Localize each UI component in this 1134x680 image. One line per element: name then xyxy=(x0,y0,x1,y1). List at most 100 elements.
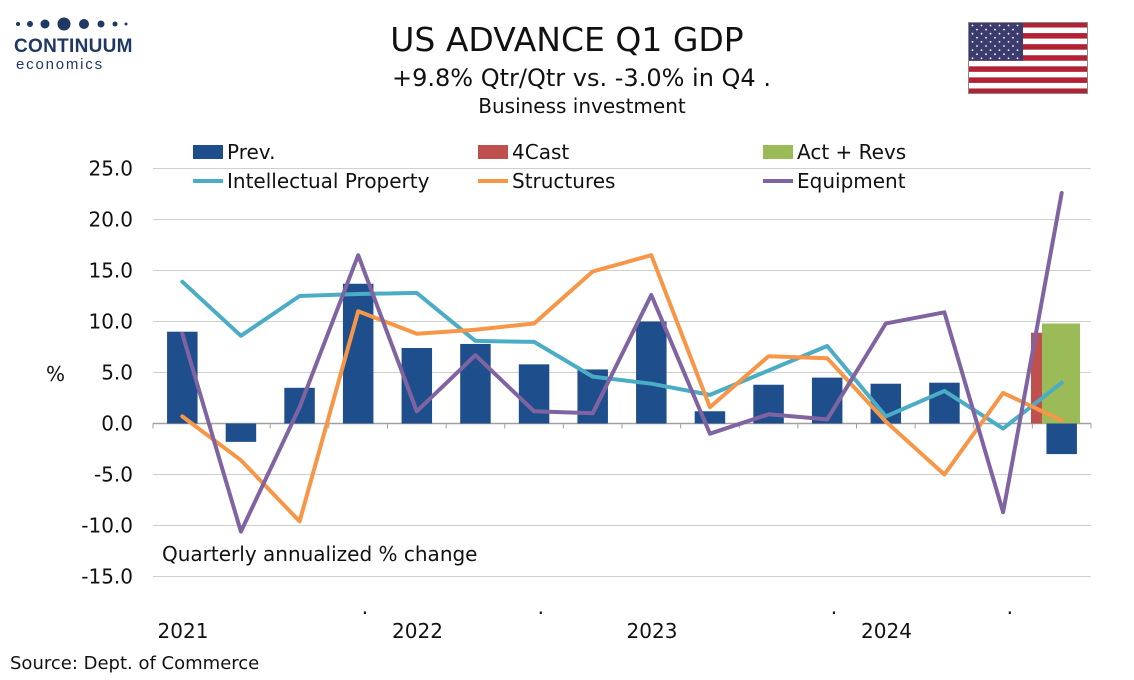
flag-star xyxy=(985,28,987,31)
flag-star xyxy=(971,32,974,35)
flag-star xyxy=(971,49,974,51)
legend-actual: Act + Revs xyxy=(763,140,906,164)
legend-actual-swatch xyxy=(763,145,793,159)
bar-prev xyxy=(225,423,257,442)
flag-stripe xyxy=(968,77,1088,84)
x-tick-label: 2022 xyxy=(392,619,443,643)
y-tick-label: 25.0 xyxy=(88,157,133,181)
bar-prev xyxy=(1046,423,1077,455)
flag-star xyxy=(989,49,992,51)
y-axis-label: % xyxy=(46,362,66,386)
series-line-equipment xyxy=(180,191,1064,534)
flag-star xyxy=(1016,57,1019,60)
chart-title: US ADVANCE Q1 GDP xyxy=(390,20,744,59)
flag-star xyxy=(1012,45,1014,47)
x-tick-dot: . xyxy=(831,595,837,619)
y-tick-label: -10.0 xyxy=(81,514,133,538)
x-tick-dot: . xyxy=(362,595,368,619)
brand-name: CONTINUUM xyxy=(14,36,133,57)
legend-prev-label: Prev. xyxy=(227,140,276,164)
flag-stripe xyxy=(968,22,1088,28)
series-line-structures xyxy=(180,253,1064,524)
flag-star xyxy=(971,41,974,43)
bar-prev xyxy=(636,321,667,424)
logo-dots-icon xyxy=(16,17,128,31)
flag-star xyxy=(989,24,992,27)
flag-star xyxy=(1003,45,1005,47)
flag-star xyxy=(976,45,978,47)
flag-stripe xyxy=(968,44,1088,50)
flag-stripe xyxy=(968,33,1088,39)
flag-stripe xyxy=(968,60,1088,67)
flag-star xyxy=(994,36,996,39)
legend-structures-label: Structures xyxy=(512,169,616,193)
flag-star xyxy=(1007,24,1010,27)
legend-forecast-swatch xyxy=(478,145,508,159)
legend-intellectual-property: Intellectual Property xyxy=(193,169,429,193)
y-tick-label: 5.0 xyxy=(101,361,133,385)
flag-star xyxy=(1012,36,1014,39)
flag-star xyxy=(998,32,1001,35)
source-text: Source: Dept. of Commerce xyxy=(10,653,260,674)
legend-forecast: 4Cast xyxy=(478,140,569,164)
y-tick-label: -5.0 xyxy=(94,463,133,487)
y-tick-label: 10.0 xyxy=(88,310,133,334)
y-tick-label: 0.0 xyxy=(101,412,133,436)
flag-star xyxy=(980,41,983,43)
flag-star xyxy=(1012,53,1014,56)
flag-star xyxy=(971,57,974,60)
legend-structures: Structures xyxy=(478,169,615,193)
flag-star xyxy=(1007,57,1010,60)
legend-equipment-swatch xyxy=(763,179,793,183)
bar-prev xyxy=(167,331,198,424)
y-tick-label: 20.0 xyxy=(88,208,133,232)
legend-prev-swatch xyxy=(193,145,223,159)
flag-star xyxy=(994,45,996,47)
flag-stripe xyxy=(968,55,1088,62)
x-tick-label: 2021 xyxy=(158,619,209,643)
flag-star xyxy=(976,36,978,39)
bar-actual xyxy=(1042,323,1080,424)
flag-star xyxy=(976,53,978,56)
flag-star xyxy=(1003,36,1005,39)
flag-star xyxy=(976,28,978,31)
y-tick-label: -15.0 xyxy=(81,565,133,589)
flag-star xyxy=(998,57,1001,60)
flag-star xyxy=(1016,24,1019,27)
x-tick-label: 2023 xyxy=(627,619,678,643)
flag-star xyxy=(971,24,974,27)
flag-star xyxy=(985,36,987,39)
bar-prev xyxy=(929,382,960,424)
flag-stripe xyxy=(968,38,1088,45)
flag-star xyxy=(1016,32,1019,35)
flag-star xyxy=(1003,28,1005,31)
flag-star xyxy=(1007,32,1010,35)
legend-forecast-label: 4Cast xyxy=(512,140,570,164)
flag-star xyxy=(989,57,992,60)
flag-star xyxy=(980,32,983,35)
flag-star xyxy=(985,53,987,56)
flag-star xyxy=(1016,41,1019,43)
flag-stripe xyxy=(968,88,1088,94)
flag-star xyxy=(980,57,983,60)
flag-star xyxy=(1003,53,1005,56)
legend-prev: Prev. xyxy=(193,140,275,164)
flag-star xyxy=(998,24,1001,27)
flag-star xyxy=(994,53,996,56)
x-tick-dot: . xyxy=(538,595,544,619)
flag-star xyxy=(998,41,1001,43)
legend-ip-swatch xyxy=(193,179,223,183)
chart-subtitle-2: Business investment xyxy=(478,94,686,118)
chart-note: Quarterly annualized % change xyxy=(162,542,478,566)
x-tick-dot: . xyxy=(1007,595,1013,619)
flag-stripe xyxy=(968,82,1088,89)
flag-star xyxy=(998,49,1001,51)
flag-stripe xyxy=(968,71,1088,78)
flag-star xyxy=(1012,28,1014,31)
flag-stripe xyxy=(968,66,1088,73)
flag-star xyxy=(1007,49,1010,51)
legend-ip-label: Intellectual Property xyxy=(227,169,430,193)
x-tick-label: 2024 xyxy=(861,619,912,643)
flag-star xyxy=(980,49,983,51)
